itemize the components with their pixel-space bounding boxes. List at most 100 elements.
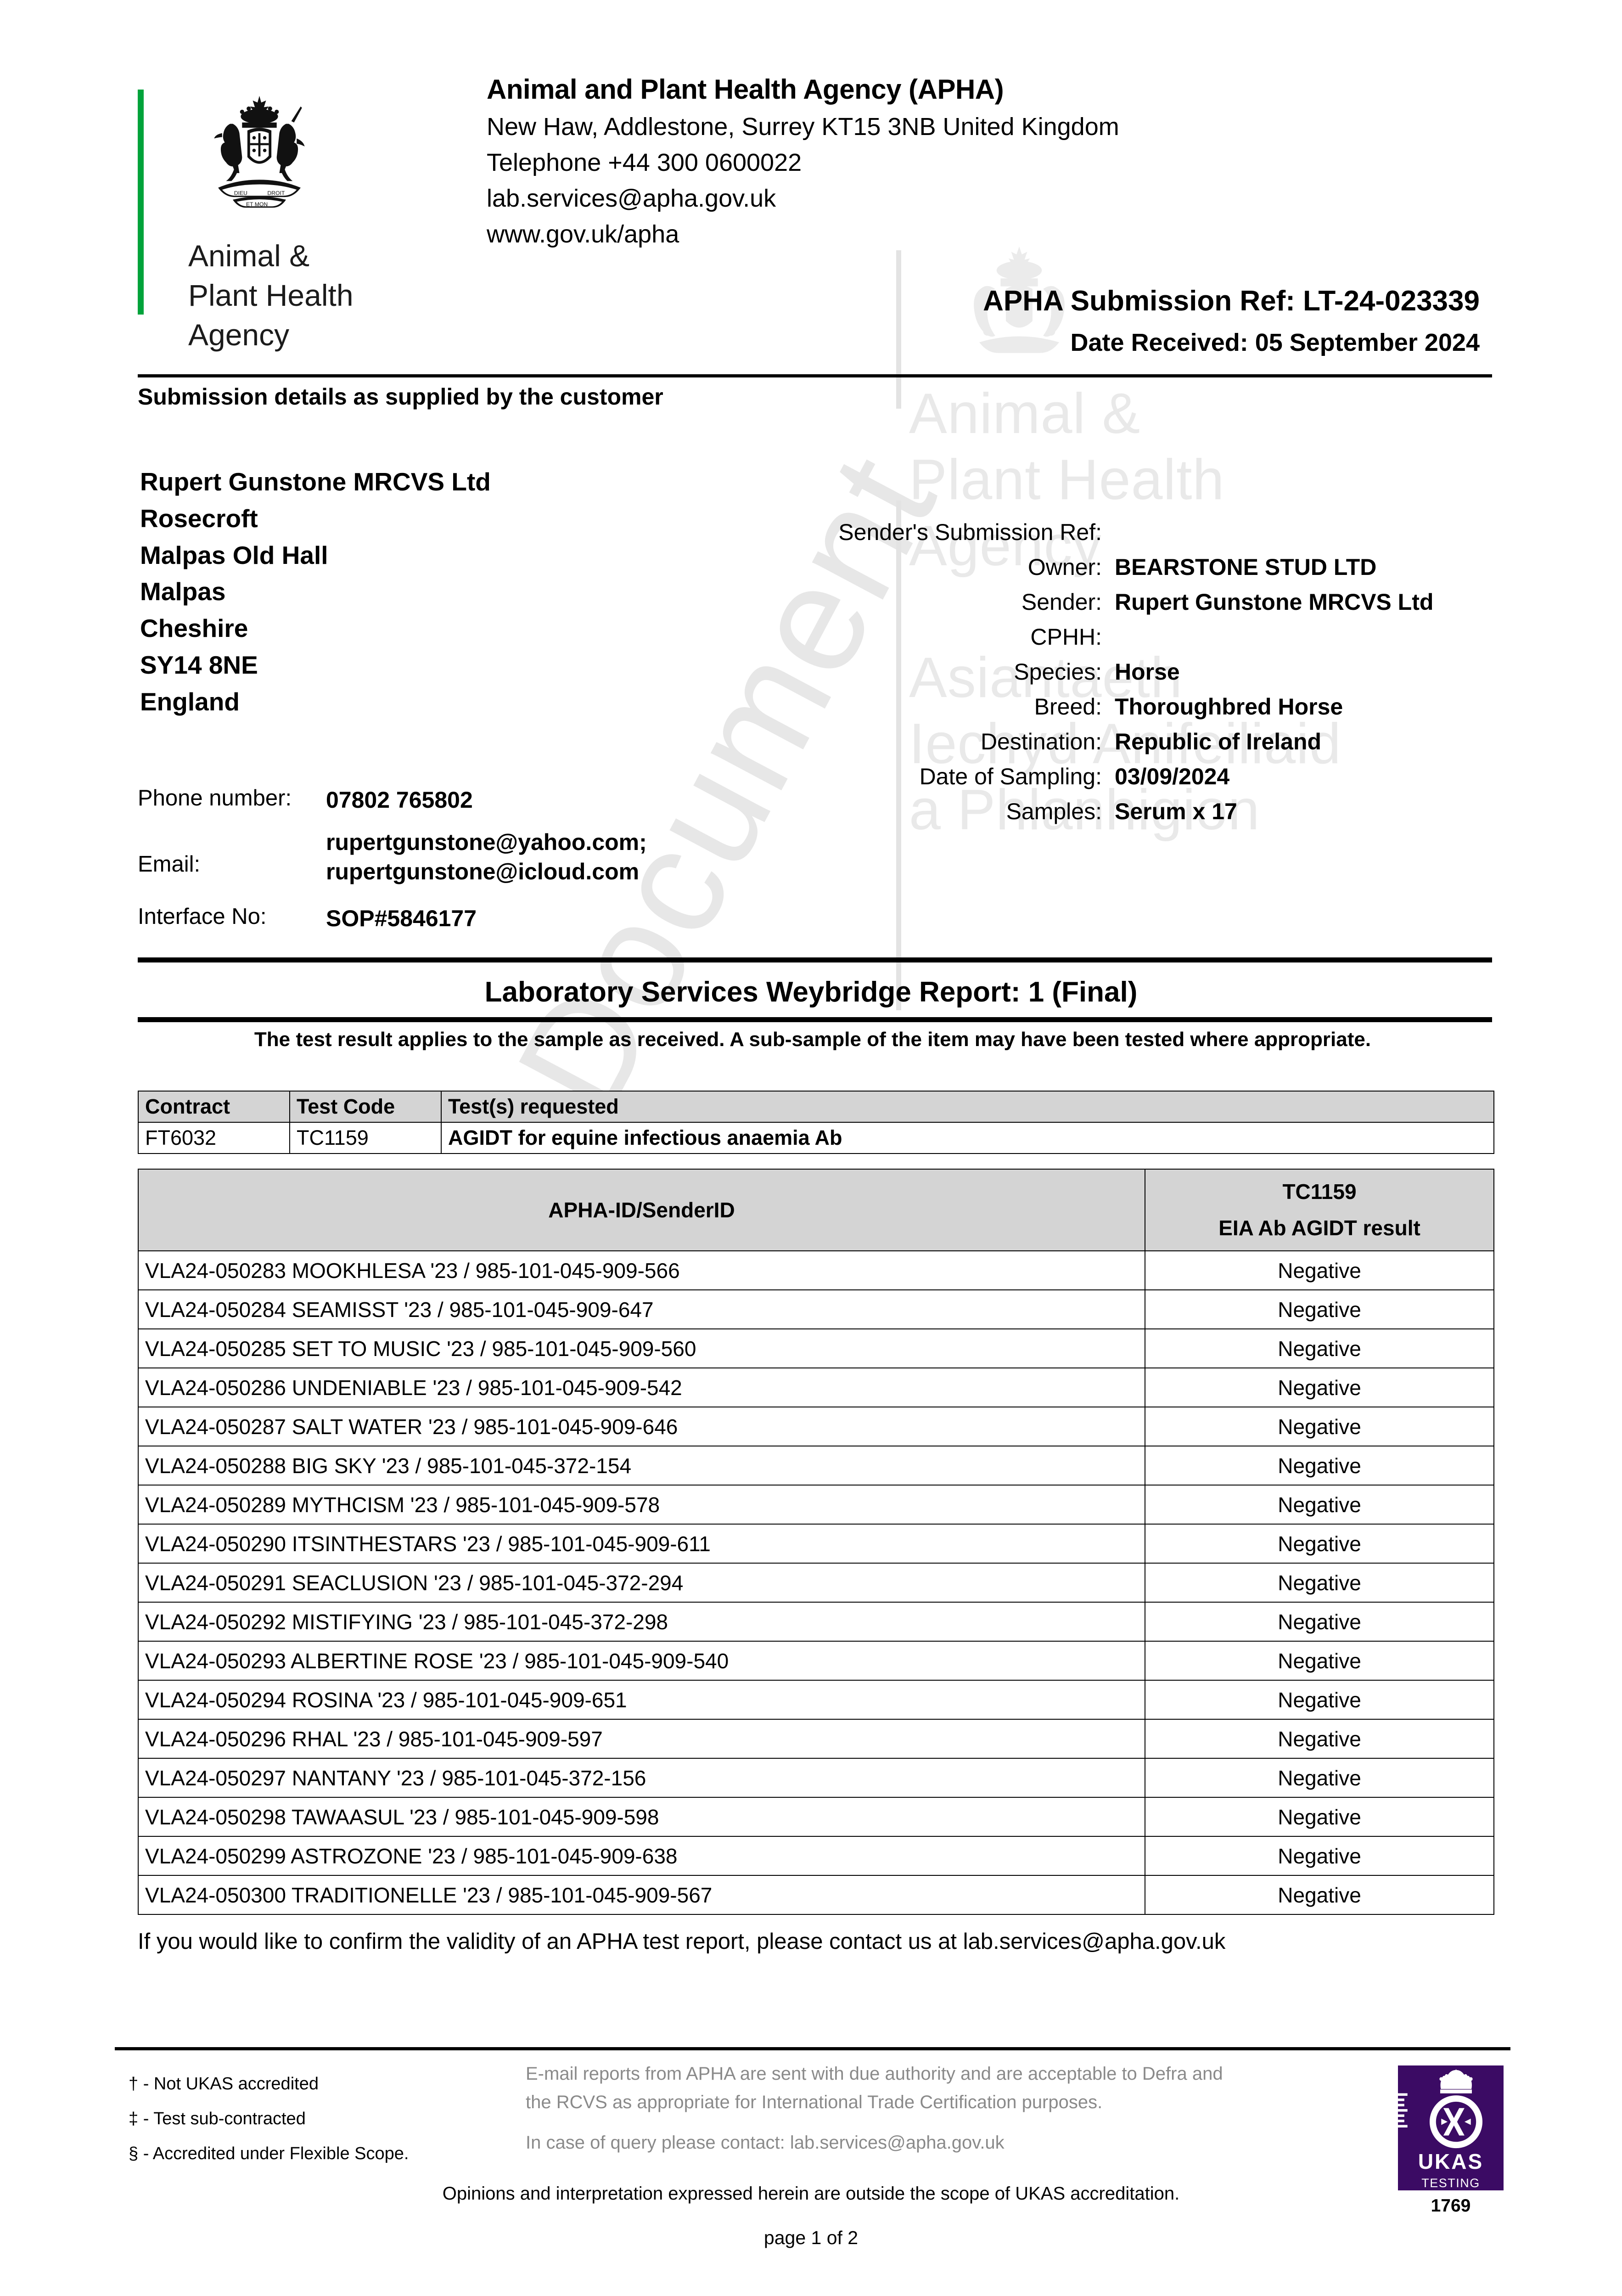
detail-row-cphh: CPHH: [780, 624, 1497, 658]
detail-row-destination: Destination: Republic of Ireland [780, 728, 1497, 763]
contract-table-header-row: Contract Test Code Test(s) requested [138, 1091, 1494, 1123]
agency-email: lab.services@apha.gov.uk [487, 185, 776, 212]
results-cell-id: VLA24-050287 SALT WATER '23 / 985-101-04… [138, 1407, 1145, 1446]
cphh-label: CPHH: [1030, 624, 1102, 650]
svg-text:DROIT: DROIT [267, 190, 285, 197]
agency-telephone: Telephone +44 300 0600022 [487, 149, 802, 176]
page-number: page 1 of 2 [763, 2227, 859, 2248]
results-table-row: VLA24-050300 TRADITIONELLE '23 / 985-101… [138, 1875, 1494, 1915]
logo-wordmark: Animal & Plant Health Agency [188, 239, 354, 352]
samples-value: Serum x 17 [1115, 799, 1237, 824]
results-cell-result: Negative [1145, 1641, 1494, 1681]
customer-contact-block: Phone number: 07802 765802 Email: rupert… [138, 785, 849, 943]
footer-opinions-note: Opinions and interpretation expressed he… [442, 2183, 1180, 2204]
results-table-row: VLA24-050287 SALT WATER '23 / 985-101-04… [138, 1407, 1494, 1446]
agency-contact-block: Animal and Plant Health Agency (APHA) Ne… [487, 73, 1119, 248]
results-cell-id: VLA24-050297 NANTANY '23 / 985-101-045-3… [138, 1758, 1145, 1798]
results-table-row: VLA24-050285 SET TO MUSIC '23 / 985-101-… [138, 1328, 1494, 1368]
report-title-rule-bottom [138, 1017, 1492, 1022]
detail-row-owner: Owner: BEARSTONE STUD LTD [780, 554, 1497, 589]
contract-header-tests-requested: Test(s) requested [441, 1091, 1494, 1123]
breed-value: Thoroughbred Horse [1115, 694, 1343, 720]
results-cell-result: Negative [1145, 1328, 1494, 1368]
results-cell-result: Negative [1145, 1563, 1494, 1603]
detail-row-breed: Breed: Thoroughbred Horse [780, 693, 1497, 728]
results-cell-result: Negative [1145, 1680, 1494, 1720]
results-table-row: VLA24-050289 MYTHCISM '23 / 985-101-045-… [138, 1485, 1494, 1525]
results-header-test-code: TC1159 [1282, 1180, 1357, 1204]
destination-label: Destination: [980, 729, 1102, 754]
results-cell-result: Negative [1145, 1836, 1494, 1876]
contract-cell-test: AGIDT for equine infectious anaemia Ab [441, 1122, 1494, 1154]
report-disclaimer: The test result applies to the sample as… [254, 1028, 1371, 1051]
results-table-row: VLA24-050284 SEAMISST '23 / 985-101-045-… [138, 1289, 1494, 1329]
contract-header-test-code: Test Code [289, 1091, 442, 1123]
contract-table-row: FT6032 TC1159 AGIDT for equine infectiou… [138, 1122, 1494, 1154]
sender-ref-label: Sender's Submission Ref: [838, 519, 1102, 545]
logo-green-bar [138, 90, 144, 315]
detail-row-date-of-sampling: Date of Sampling: 03/09/2024 [780, 763, 1497, 798]
svg-text:DIEU: DIEU [234, 190, 247, 197]
results-cell-id: VLA24-050293 ALBERTINE ROSE '23 / 985-10… [138, 1641, 1145, 1681]
ukas-logo-box: UKAS TESTING [1398, 2065, 1504, 2190]
email-label: Email: [138, 852, 201, 877]
header-vertical-divider-top [896, 250, 901, 409]
results-header-id: APHA-ID/SenderID [138, 1169, 1145, 1251]
results-cell-result: Negative [1145, 1367, 1494, 1407]
detail-row-sender-ref: Sender's Submission Ref: [780, 519, 1497, 554]
ukas-accreditation-mark: UKAS TESTING 1769 [1398, 2065, 1504, 2216]
results-cell-result: Negative [1145, 1446, 1494, 1486]
species-label: Species: [1014, 659, 1102, 685]
contract-cell-test-code: TC1159 [289, 1122, 442, 1154]
report-title-rule-top [138, 957, 1492, 962]
customer-address: Rupert Gunstone MRCVS Ltd Rosecroft Malp… [140, 467, 491, 716]
contract-cell-contract: FT6032 [138, 1122, 290, 1154]
agency-address: New Haw, Addlestone, Surrey KT15 3NB Uni… [487, 113, 1119, 141]
header-rule [138, 374, 1492, 377]
footer-rule [115, 2047, 1510, 2050]
contract-table: Contract Test Code Test(s) requested FT6… [138, 1091, 1494, 1154]
results-cell-id: VLA24-050292 MISTIFYING '23 / 985-101-04… [138, 1602, 1145, 1642]
footer-email-notes: E-mail reports from APHA are sent with d… [526, 2060, 1242, 2157]
submission-ref: APHA Submission Ref: LT-24-023339 [983, 285, 1480, 317]
footer-note-flexible-scope: § - Accredited under Flexible Scope. [129, 2144, 409, 2163]
submission-section-title: Submission details as supplied by the cu… [138, 384, 663, 410]
ukas-number: 1769 [1431, 2196, 1471, 2216]
ukas-name: UKAS [1418, 2150, 1484, 2173]
results-cell-id: VLA24-050286 UNDENIABLE '23 / 985-101-04… [138, 1367, 1145, 1407]
footer-note-not-accredited: † - Not UKAS accredited [129, 2074, 319, 2093]
results-cell-result: Negative [1145, 1407, 1494, 1446]
email-value: rupertgunstone@yahoo.com; rupertgunstone… [326, 829, 647, 884]
results-table-row: VLA24-050297 NANTANY '23 / 985-101-045-3… [138, 1758, 1494, 1798]
phone-label: Phone number: [138, 786, 292, 810]
results-table-row: VLA24-050299 ASTROZONE '23 / 985-101-045… [138, 1836, 1494, 1876]
results-cell-result: Negative [1145, 1524, 1494, 1564]
date-of-sampling-value: 03/09/2024 [1115, 764, 1230, 789]
contact-row-phone: Phone number: 07802 765802 [138, 785, 849, 825]
results-table-row: VLA24-050294 ROSINA '23 / 985-101-045-90… [138, 1680, 1494, 1720]
sender-value: Rupert Gunstone MRCVS Ltd [1115, 589, 1434, 615]
results-cell-id: VLA24-050294 ROSINA '23 / 985-101-045-90… [138, 1680, 1145, 1720]
date-of-sampling-label: Date of Sampling: [919, 764, 1102, 789]
contact-row-interface: Interface No: SOP#5846177 [138, 904, 849, 940]
detail-row-sender: Sender: Rupert Gunstone MRCVS Ltd [780, 589, 1497, 624]
results-cell-id: VLA24-050298 TAWAASUL '23 / 985-101-045-… [138, 1797, 1145, 1837]
owner-value: BEARSTONE STUD LTD [1115, 554, 1377, 580]
results-cell-id: VLA24-050289 MYTHCISM '23 / 985-101-045-… [138, 1485, 1145, 1525]
report-title: Laboratory Services Weybridge Report: 1 … [484, 976, 1138, 1008]
footer-accreditation-notes: † - Not UKAS accredited ‡ - Test sub-con… [129, 2066, 542, 2171]
sender-label: Sender: [1021, 589, 1102, 615]
header-vertical-divider-bottom [896, 501, 901, 1010]
species-value: Horse [1115, 659, 1180, 685]
submission-ref-block: APHA Submission Ref: LT-24-023339 Date R… [983, 285, 1480, 357]
validity-note: If you would like to confirm the validit… [138, 1929, 1226, 1954]
destination-value: Republic of Ireland [1115, 729, 1322, 754]
results-cell-result: Negative [1145, 1602, 1494, 1642]
results-cell-id: VLA24-050284 SEAMISST '23 / 985-101-045-… [138, 1289, 1145, 1329]
results-table-row: VLA24-050286 UNDENIABLE '23 / 985-101-04… [138, 1367, 1494, 1407]
footer-note-sub-contracted: ‡ - Test sub-contracted [129, 2109, 306, 2128]
results-cell-result: Negative [1145, 1289, 1494, 1329]
detail-row-samples: Samples: Serum x 17 [780, 798, 1497, 833]
results-table-row: VLA24-050293 ALBERTINE ROSE '23 / 985-10… [138, 1641, 1494, 1681]
